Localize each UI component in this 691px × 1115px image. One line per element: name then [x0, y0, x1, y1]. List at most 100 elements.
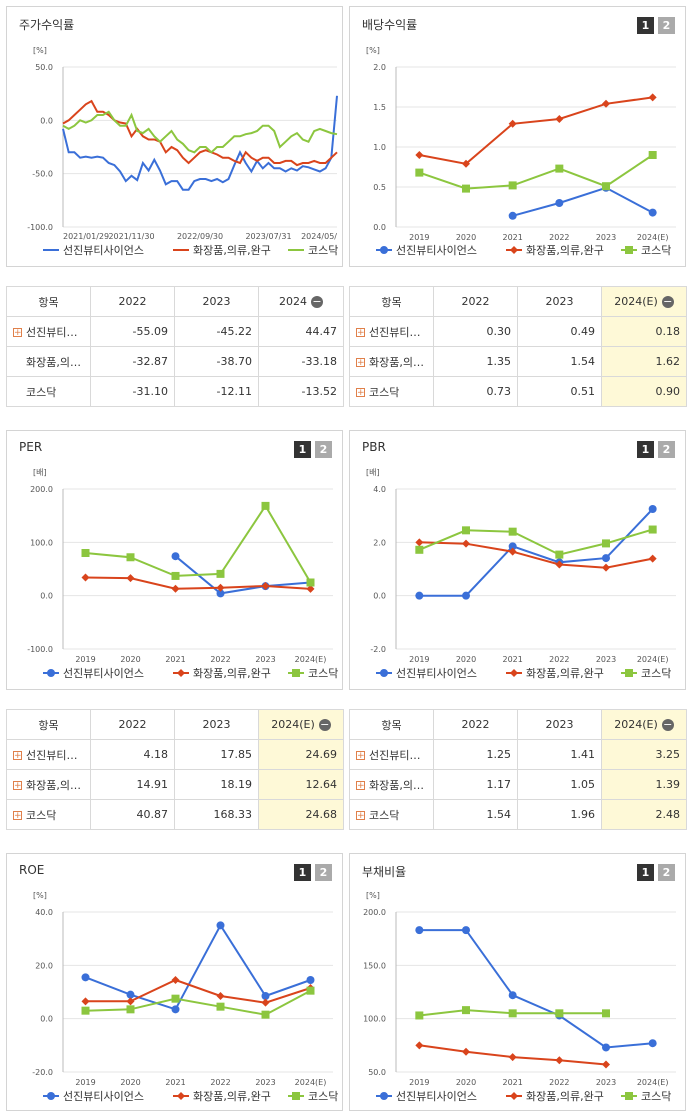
data-point — [462, 539, 470, 548]
value-cell: 18.19 — [174, 769, 259, 800]
x-tick-label: 2024/05/ — [301, 232, 337, 241]
data-point — [81, 1006, 90, 1015]
data-point — [508, 547, 517, 556]
expand-icon[interactable]: + — [356, 358, 365, 368]
unit-label: [%] — [33, 46, 47, 55]
y-tick-label: -100.0 — [27, 645, 53, 654]
period-button-1[interactable]: 1 — [637, 864, 654, 881]
collapse-icon[interactable]: − — [318, 718, 331, 731]
data-point — [216, 1002, 225, 1011]
series-line-2 — [419, 96, 653, 165]
period-button-2[interactable]: 2 — [315, 441, 332, 458]
table-row: + 선진뷰티… -55.09 -45.22 44.47 — [6, 316, 344, 347]
data-point — [508, 1009, 517, 1018]
data-point — [602, 539, 610, 548]
table-row: + 코스닥 0.73 0.51 0.90 — [349, 376, 687, 407]
value-cell: 0.30 — [433, 316, 518, 347]
panel-title: ROE — [19, 863, 45, 877]
series-line-3 — [85, 989, 311, 1016]
row-name: 코스닥 — [369, 385, 400, 399]
y-tick-label: 100.0 — [30, 538, 53, 547]
column-header-label: 2022 — [461, 718, 490, 731]
x-tick-label: 2023 — [596, 233, 616, 242]
expand-icon[interactable]: + — [356, 388, 365, 398]
column-header-label: 항목 — [381, 295, 402, 309]
series-line-2 — [62, 99, 338, 167]
panel-title: 부채비율 — [362, 865, 407, 879]
series-line-1 — [419, 929, 653, 1049]
data-point — [216, 569, 225, 578]
expand-icon[interactable]: + — [356, 811, 365, 821]
data-point — [648, 1039, 657, 1048]
legend-marker — [292, 669, 300, 677]
y-tick-label: 0.5 — [373, 183, 386, 192]
period-button-1[interactable]: 1 — [294, 864, 311, 881]
collapse-icon[interactable]: − — [661, 718, 674, 731]
period-button-2[interactable]: 2 — [658, 17, 675, 34]
expand-icon[interactable]: + — [356, 781, 365, 791]
x-tick-label: 2019 — [409, 655, 429, 664]
data-point — [171, 994, 180, 1003]
data-point — [602, 99, 610, 108]
value-cell: 1.62 — [601, 346, 687, 377]
data-point — [648, 554, 657, 563]
data-point — [216, 583, 225, 592]
period-button-2[interactable]: 2 — [658, 441, 675, 458]
collapse-icon[interactable]: − — [311, 295, 323, 308]
column-header: 2024(E) − — [601, 286, 687, 317]
column-header-label: 2022 — [118, 295, 147, 308]
table-row: + 화장품,의… 14.91 18.19 12.64 — [6, 769, 344, 800]
row-name: 화장품,의… — [369, 355, 424, 369]
expand-icon[interactable]: + — [13, 811, 22, 821]
column-header: 2022 — [433, 286, 518, 317]
column-header-label: 2024(E) — [614, 718, 658, 731]
row-name-cell: + 코스닥 — [349, 799, 434, 830]
data-point — [555, 1009, 564, 1018]
data-point — [462, 926, 470, 935]
x-tick-label: 2021 — [165, 1078, 185, 1087]
table-header-row: 항목 2022 2023 2024− — [6, 286, 344, 317]
value-cell: 0.90 — [601, 376, 687, 407]
period-button-1[interactable]: 1 — [294, 441, 311, 458]
x-tick-label: 2021 — [165, 655, 185, 664]
data-point — [555, 1056, 564, 1065]
expand-icon[interactable]: + — [13, 328, 22, 338]
column-header: 2023 — [517, 286, 602, 317]
x-tick-label: 2023/07/31 — [245, 232, 291, 241]
data-point — [462, 526, 470, 535]
table-header-row: 항목 2022 2023 2024(E) − — [6, 709, 344, 740]
data-point — [602, 182, 610, 191]
legend-marker — [510, 1092, 518, 1100]
series-line-2 — [419, 541, 653, 569]
period-button-1[interactable]: 1 — [637, 17, 654, 34]
roe-chart: [%] 40.0 20.0 0.0 -20.0 2019 2020 2021 2022 2023 2… — [32, 891, 338, 1103]
expand-icon[interactable]: + — [13, 751, 22, 761]
series-line-1 — [85, 923, 311, 1011]
data-point — [462, 1047, 470, 1056]
period-button-2[interactable]: 2 — [315, 864, 332, 881]
period-button-2[interactable]: 2 — [658, 864, 675, 881]
column-header-label: 2024(E) — [614, 295, 658, 308]
table-row: + 화장품,의… 1.17 1.05 1.39 — [349, 769, 687, 800]
expand-icon[interactable]: + — [356, 328, 365, 338]
legend-marker — [625, 246, 633, 254]
expand-icon[interactable]: + — [13, 781, 22, 791]
y-tick-label: 200.0 — [30, 485, 53, 494]
collapse-icon[interactable]: − — [661, 295, 674, 308]
table-row: + 화장품,의… 1.35 1.54 1.62 — [349, 346, 687, 377]
table-row: + 코스닥 1.54 1.96 2.48 — [349, 799, 687, 830]
legend-label: 선진뷰티사이언스 — [63, 244, 144, 257]
row-name-cell: + 코스닥 — [349, 376, 434, 407]
data-point — [648, 525, 657, 534]
value-cell: 168.33 — [174, 799, 259, 830]
value-cell: 17.85 — [174, 739, 259, 770]
column-header: 항목 — [6, 286, 91, 317]
y-tick-label: -20.0 — [32, 1068, 53, 1077]
period-button-1[interactable]: 1 — [637, 441, 654, 458]
legend-marker — [510, 246, 518, 254]
expand-icon[interactable]: + — [356, 751, 365, 761]
unit-label: [%] — [366, 891, 380, 900]
